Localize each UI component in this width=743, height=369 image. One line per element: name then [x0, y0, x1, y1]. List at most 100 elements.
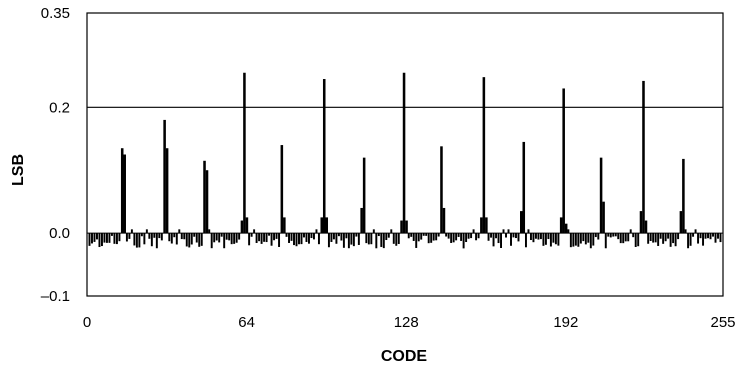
- noise-bar: [572, 233, 575, 247]
- noise-bar: [689, 233, 692, 246]
- spike-bar: [405, 220, 408, 234]
- noise-bar: [392, 233, 395, 244]
- spike-bar: [205, 170, 209, 234]
- noise-bar: [130, 229, 133, 234]
- spike-bar: [402, 72, 406, 234]
- noise-bar: [407, 233, 410, 239]
- noise-bar: [158, 233, 161, 239]
- spike-bar: [123, 154, 126, 234]
- noise-bar: [607, 233, 610, 237]
- noise-bar: [208, 229, 211, 234]
- noise-bar: [487, 233, 490, 241]
- x-tick-label: 128: [394, 314, 419, 331]
- noise-bar: [669, 233, 672, 247]
- noise-bar: [160, 233, 163, 241]
- noise-bar: [355, 233, 358, 237]
- noise-bar: [612, 233, 615, 237]
- noise-bar: [248, 233, 251, 246]
- noise-bar: [614, 233, 617, 237]
- noise-bar: [427, 233, 430, 244]
- noise-bar: [218, 233, 221, 243]
- noise-bar: [692, 233, 695, 237]
- noise-bar: [342, 233, 345, 248]
- noise-bar: [632, 233, 635, 238]
- noise-bar: [295, 233, 298, 247]
- noise-bar: [193, 233, 196, 237]
- spike-bar: [599, 157, 603, 234]
- spike-bar: [240, 220, 244, 234]
- noise-bar: [367, 233, 370, 245]
- noise-bar: [617, 233, 620, 240]
- spike-bar: [322, 79, 326, 234]
- noise-bar: [515, 233, 517, 239]
- noise-bar: [719, 233, 722, 243]
- noise-bar: [303, 233, 305, 238]
- bars: [88, 72, 722, 249]
- noise-bar: [238, 233, 241, 240]
- noise-bar: [327, 233, 330, 248]
- noise-bar: [472, 229, 475, 234]
- noise-bar: [510, 233, 512, 246]
- noise-bar: [430, 233, 433, 243]
- spike-bar: [522, 141, 526, 234]
- noise-bar: [609, 233, 612, 238]
- noise-bar: [544, 233, 547, 245]
- noise-bar: [270, 233, 273, 246]
- noise-bar: [140, 233, 143, 237]
- noise-bar: [527, 229, 530, 234]
- noise-bar: [624, 233, 627, 242]
- noise-bar: [312, 233, 315, 240]
- noise-bar: [554, 233, 557, 245]
- spike-bar: [440, 146, 443, 234]
- noise-bar: [647, 233, 650, 244]
- spike-bar: [243, 72, 246, 234]
- x-tick-label: 255: [710, 314, 735, 331]
- noise-bar: [699, 233, 702, 239]
- noise-bar: [395, 233, 398, 246]
- noise-bar: [345, 233, 348, 239]
- noise-bar: [223, 233, 226, 249]
- noise-bar: [457, 233, 460, 237]
- noise-bar: [512, 233, 515, 238]
- noise-bar: [233, 233, 236, 244]
- noise-bar: [552, 233, 555, 243]
- noise-bar: [659, 233, 662, 239]
- noise-bar: [155, 233, 158, 249]
- noise-bar: [667, 233, 670, 239]
- noise-bar: [350, 233, 353, 245]
- noise-bar: [148, 233, 151, 239]
- noise-bar: [517, 233, 520, 242]
- noise-bar: [619, 233, 622, 244]
- noise-bar: [490, 233, 493, 238]
- noise-bar: [652, 233, 655, 243]
- noise-bar: [200, 233, 203, 246]
- plot-frame: [86, 12, 724, 297]
- noise-bar: [175, 233, 178, 245]
- noise-bar: [634, 233, 637, 247]
- spike-bar: [679, 211, 683, 234]
- noise-bar: [382, 233, 385, 249]
- noise-bar: [195, 233, 198, 243]
- noise-bar: [190, 233, 193, 245]
- noise-bar: [288, 233, 290, 243]
- noise-bar: [672, 233, 675, 244]
- noise-bar: [357, 233, 360, 245]
- spike-bar: [485, 217, 488, 234]
- noise-bar: [185, 233, 188, 247]
- noise-bar: [497, 233, 500, 244]
- noise-bar: [657, 233, 660, 246]
- noise-bar: [397, 233, 400, 244]
- noise-bar: [263, 233, 266, 242]
- noise-bar: [290, 233, 293, 241]
- noise-bar: [168, 233, 171, 242]
- noise-bar: [505, 233, 507, 238]
- noise-bar: [589, 233, 592, 249]
- noise-bar: [569, 233, 572, 248]
- noise-bar: [629, 229, 632, 234]
- noise-bar: [91, 233, 93, 244]
- noise-bar: [684, 229, 687, 234]
- noise-bar: [370, 233, 373, 245]
- noise-bar: [113, 233, 116, 244]
- noise-bar: [534, 233, 537, 239]
- noise-bar: [183, 233, 186, 240]
